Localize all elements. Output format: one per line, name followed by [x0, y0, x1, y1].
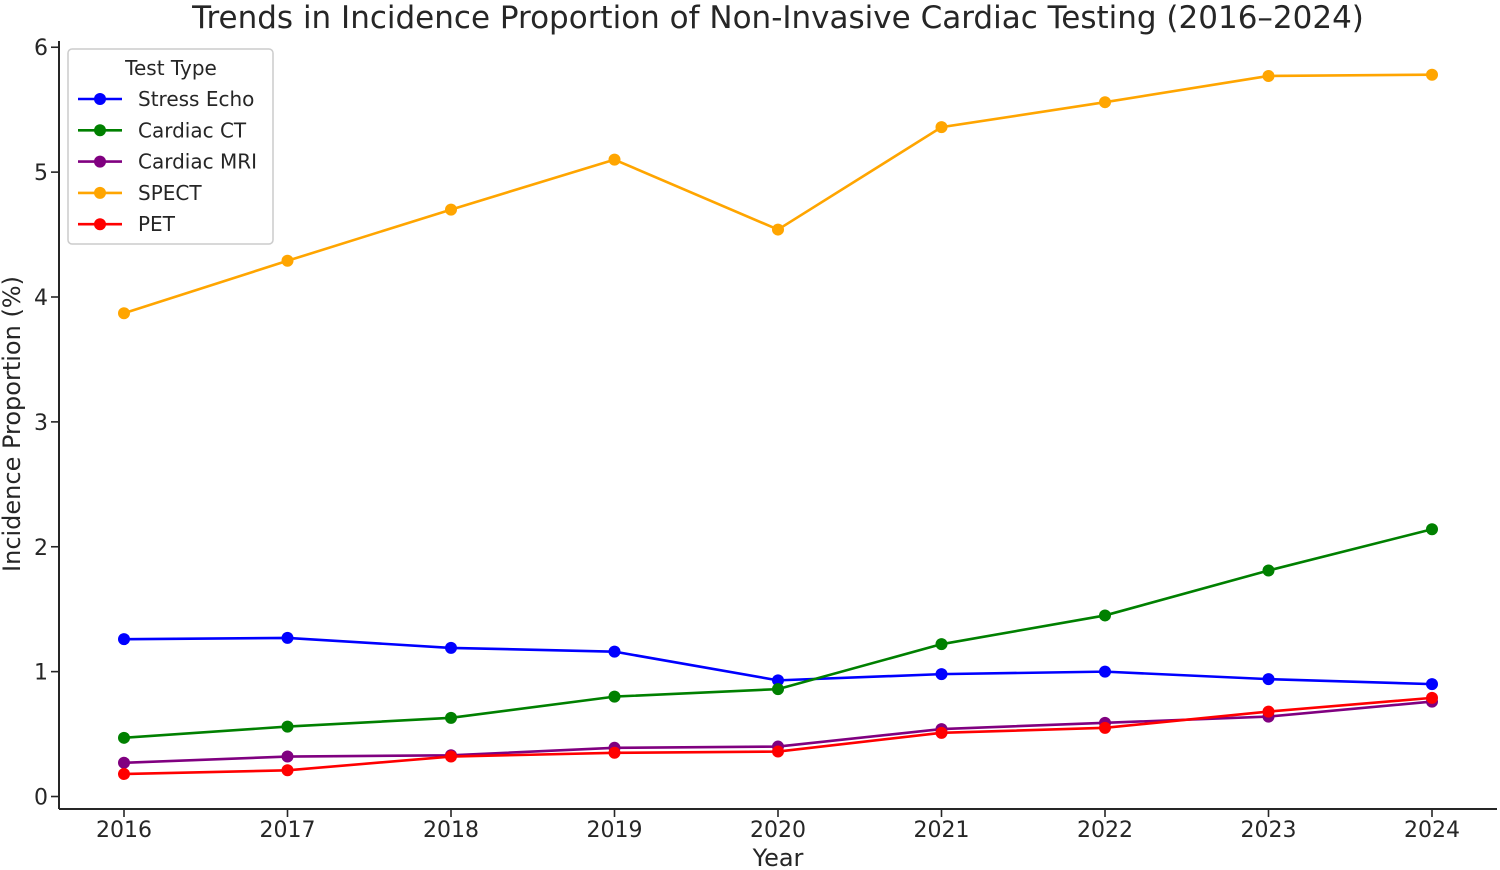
legend-label: Stress Echo: [138, 87, 254, 111]
data-point-stress-echo: [935, 668, 948, 681]
x-tick-label: 2017: [260, 818, 316, 843]
x-tick-label: 2021: [914, 818, 970, 843]
data-point-cardiac-ct: [608, 690, 621, 703]
legend-entries: Stress Echo Cardiac CT Cardiac MRI SPECT PET: [78, 87, 257, 236]
data-point-cardiac-ct: [1426, 523, 1438, 536]
series-line-cardiac-ct: [123, 528, 1433, 740]
data-point-pet: [445, 750, 457, 763]
data-point-pet: [1262, 705, 1275, 718]
data-point-cardiac-ct: [772, 683, 784, 696]
y-axis: 0 1 2 3 4 5 6: [34, 36, 60, 811]
data-point-pet: [935, 726, 948, 739]
y-tick-label: 2: [34, 536, 48, 561]
data-point-pet: [608, 746, 621, 759]
data-point-spect: [118, 307, 130, 320]
data-point-stress-echo: [445, 641, 457, 654]
data-point-spect: [608, 153, 621, 166]
data-point-stress-echo: [1262, 673, 1275, 686]
legend-swatch-marker: [94, 186, 106, 199]
y-tick-label: 6: [34, 36, 48, 61]
data-point-cardiac-mri: [281, 750, 294, 763]
data-point-spect: [445, 203, 457, 216]
legend-swatch-marker: [94, 124, 106, 137]
legend-item-pet: PET: [78, 212, 176, 236]
data-point-cardiac-ct: [1262, 564, 1275, 577]
legend-label: PET: [138, 212, 176, 236]
data-point-spect: [935, 121, 948, 134]
series-cardiac-mri: [118, 695, 1438, 769]
series-spect: [118, 68, 1438, 320]
x-tick-label: 2022: [1077, 818, 1133, 843]
series-cardiac-ct: [118, 523, 1438, 744]
data-point-stress-echo: [281, 631, 294, 644]
legend-title: Test Type: [124, 56, 217, 80]
y-tick-label: 4: [34, 286, 48, 311]
x-axis: 2016 2017 2018 2019 2020 2021 2022 2023 2024: [59, 808, 1497, 843]
y-axis-label: Incidence Proportion (%): [0, 276, 26, 572]
data-point-stress-echo: [772, 674, 784, 687]
legend-item-spect: SPECT: [78, 181, 202, 205]
legend-item-cardiac-mri: Cardiac MRI: [78, 150, 257, 174]
series-line-pet: [123, 696, 1433, 776]
data-point-spect: [1262, 69, 1275, 82]
x-tick-label: 2020: [750, 818, 806, 843]
legend-label: Cardiac CT: [138, 118, 247, 142]
chart-title: Trends in Incidence Proportion of Non-In…: [191, 0, 1364, 36]
data-point-cardiac-ct: [935, 638, 948, 651]
data-point-pet: [1099, 721, 1111, 734]
data-point-cardiac-ct: [118, 731, 130, 744]
x-tick-label: 2023: [1241, 818, 1297, 843]
data-point-stress-echo: [118, 633, 130, 646]
x-tick-label: 2016: [96, 818, 152, 843]
data-point-spect: [1426, 68, 1438, 81]
data-point-stress-echo: [1426, 678, 1438, 691]
data-point-cardiac-mri: [118, 756, 130, 769]
data-point-pet: [281, 764, 294, 777]
data-point-spect: [281, 254, 294, 267]
legend-item-cardiac-ct: Cardiac CT: [78, 118, 247, 142]
series-line-spect: [123, 73, 1433, 315]
data-point-cardiac-ct: [1099, 609, 1111, 622]
legend-item-stress-echo: Stress Echo: [78, 87, 254, 111]
data-point-pet: [118, 768, 130, 781]
plot-area: [118, 68, 1438, 781]
legend-label: SPECT: [138, 181, 202, 205]
y-tick-label: 1: [34, 661, 48, 686]
series-stress-echo: [118, 631, 1438, 691]
y-tick-label: 3: [34, 411, 48, 436]
series-pet: [118, 691, 1438, 781]
y-tick-label: 0: [34, 786, 48, 811]
x-tick-label: 2024: [1404, 818, 1460, 843]
x-tick-label: 2018: [423, 818, 479, 843]
y-tick-label: 5: [34, 161, 48, 186]
legend-label: Cardiac MRI: [138, 150, 257, 174]
x-tick-label: 2019: [587, 818, 643, 843]
data-point-spect: [1099, 96, 1111, 109]
legend-swatch-marker: [94, 155, 106, 168]
x-axis-label: Year: [752, 844, 804, 870]
data-point-spect: [772, 223, 784, 236]
data-point-stress-echo: [608, 645, 621, 658]
legend-swatch-marker: [94, 93, 106, 105]
data-point-cardiac-ct: [445, 711, 457, 724]
data-point-stress-echo: [1099, 665, 1111, 678]
legend-swatch-marker: [94, 218, 106, 231]
data-point-pet: [1426, 691, 1438, 704]
legend: Test Type Stress Echo Cardiac CT Cardiac M…: [67, 48, 274, 245]
data-point-cardiac-ct: [281, 720, 294, 733]
data-point-pet: [772, 745, 784, 758]
